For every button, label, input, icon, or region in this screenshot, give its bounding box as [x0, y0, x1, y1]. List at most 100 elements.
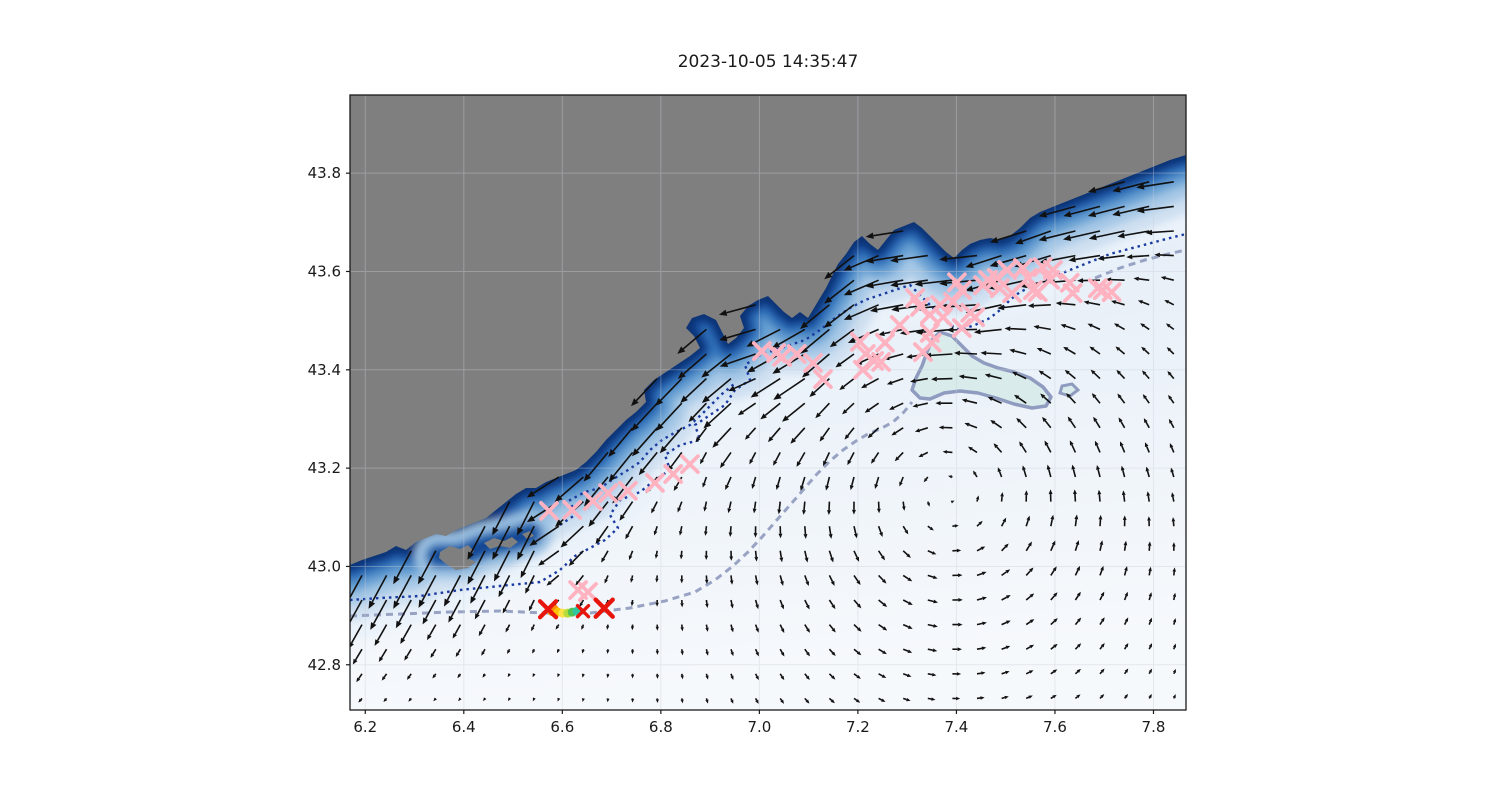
red-x-markers	[537, 597, 615, 620]
current-arrow	[655, 550, 658, 555]
current-arrow	[519, 501, 535, 529]
current-arrow-head	[1141, 346, 1146, 352]
current-arrow-head	[906, 354, 913, 359]
current-arrow	[1038, 326, 1051, 331]
current-arrow-head	[800, 485, 805, 491]
current-arrow	[730, 575, 733, 581]
current-arrow	[358, 673, 363, 679]
current-arrow	[434, 673, 437, 676]
current-arrow-head	[408, 697, 412, 702]
current-arrow-head	[568, 560, 575, 566]
current-arrow	[851, 476, 855, 486]
current-arrow	[1001, 646, 1007, 650]
current-arrow	[756, 377, 781, 395]
current-arrow	[829, 304, 855, 324]
current-arrow-head	[1133, 276, 1139, 281]
current-arrow	[818, 402, 830, 415]
current-arrow-head	[1088, 233, 1097, 241]
current-arrow-head	[1087, 210, 1097, 218]
current-arrow	[976, 547, 982, 552]
current-arrow-head	[1044, 440, 1049, 446]
current-arrow	[1099, 620, 1104, 626]
current-arrow-head	[1148, 592, 1152, 597]
current-arrow	[602, 550, 609, 559]
current-arrow	[927, 623, 934, 627]
current-arrow	[1159, 254, 1174, 257]
current-arrow	[642, 451, 658, 471]
current-arrow-head	[771, 341, 781, 349]
current-arrow-head	[630, 578, 634, 583]
current-arrow-head	[950, 500, 955, 504]
current-arrow-head	[532, 697, 536, 702]
current-arrow-head	[755, 651, 759, 657]
current-arrow-head	[1111, 300, 1117, 305]
current-arrow-head	[492, 551, 499, 561]
current-arrow-head	[753, 533, 758, 538]
current-arrow-head	[1124, 591, 1128, 597]
current-arrow-head	[1148, 693, 1152, 699]
current-arrow	[1022, 230, 1052, 242]
current-arrow-head	[932, 648, 938, 653]
axes-spines	[349, 94, 1187, 711]
observation-x-marker	[905, 288, 925, 308]
current-arrow-head	[958, 374, 965, 380]
current-arrow	[853, 599, 859, 606]
current-arrow	[1025, 671, 1031, 675]
observation-x-marker	[663, 464, 684, 484]
current-arrow	[779, 550, 783, 558]
current-arrow	[1123, 671, 1127, 675]
current-arrow-head	[912, 403, 918, 408]
current-arrow-head	[606, 649, 610, 654]
current-arrow-head	[1076, 668, 1081, 673]
current-arrow-head	[1122, 515, 1127, 520]
current-arrow-head	[1147, 541, 1152, 546]
current-arrow	[927, 501, 930, 504]
current-arrow	[826, 476, 831, 487]
current-arrow-head	[746, 340, 755, 347]
current-arrow-head	[831, 651, 836, 656]
current-arrow-head	[780, 651, 785, 657]
current-arrow-head	[393, 575, 400, 585]
current-arrow-head	[1115, 346, 1121, 351]
current-arrow	[705, 526, 708, 532]
current-arrow	[692, 402, 707, 418]
current-arrow-head	[702, 482, 706, 488]
current-arrow	[526, 575, 535, 590]
current-arrow	[670, 451, 683, 468]
current-arrow-head	[993, 443, 999, 449]
current-arrow	[805, 304, 830, 325]
current-arrow	[660, 378, 683, 401]
current-arrow	[1070, 230, 1101, 239]
current-arrow-head	[695, 436, 701, 443]
current-arrow-head	[805, 581, 809, 587]
current-arrow	[522, 550, 535, 573]
current-arrow-head	[581, 698, 585, 702]
current-arrow	[1025, 570, 1032, 576]
current-arrow-head	[507, 649, 511, 654]
current-arrow-head	[1033, 325, 1040, 330]
current-arrow-head	[680, 395, 688, 403]
current-arrow	[972, 254, 1002, 266]
current-arrow-head	[1029, 567, 1034, 573]
current-arrow	[804, 648, 809, 654]
current-arrow-head	[1141, 370, 1147, 375]
current-arrow-head	[581, 625, 585, 630]
current-arrow	[917, 402, 928, 407]
current-arrow-head	[718, 309, 728, 316]
current-arrow	[701, 452, 708, 461]
current-arrow-head	[443, 598, 451, 607]
current-arrow	[779, 575, 783, 582]
current-arrow	[843, 377, 855, 388]
current-arrow	[663, 427, 683, 449]
current-arrow	[828, 673, 833, 678]
current-arrow-head	[744, 434, 750, 440]
current-arrow-head	[555, 625, 560, 630]
current-arrow-head	[823, 320, 832, 328]
current-arrow-head	[729, 580, 734, 585]
current-arrow-head	[1076, 643, 1082, 648]
current-arrow	[1170, 422, 1175, 429]
current-arrow	[828, 697, 833, 702]
current-arrow	[679, 526, 683, 532]
current-arrow-head	[843, 264, 853, 271]
current-arrow	[925, 476, 929, 480]
